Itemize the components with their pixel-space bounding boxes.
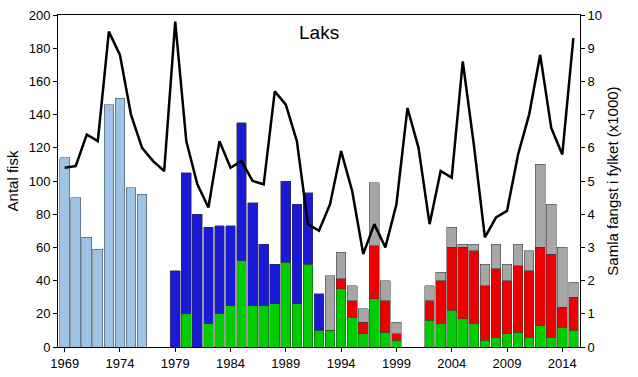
svg-text:Antal fisk: Antal fisk	[4, 150, 21, 211]
svg-text:5: 5	[588, 174, 595, 189]
svg-text:180: 180	[29, 41, 51, 56]
svg-text:8: 8	[588, 74, 595, 89]
svg-text:2014: 2014	[548, 356, 577, 371]
svg-text:140: 140	[29, 107, 51, 122]
svg-text:1999: 1999	[382, 356, 411, 371]
svg-text:60: 60	[36, 240, 50, 255]
svg-text:80: 80	[36, 207, 50, 222]
svg-text:3: 3	[588, 240, 595, 255]
svg-text:2009: 2009	[493, 356, 522, 371]
svg-text:1984: 1984	[216, 356, 245, 371]
svg-text:1994: 1994	[327, 356, 356, 371]
svg-text:200: 200	[29, 8, 51, 23]
svg-text:2004: 2004	[437, 356, 466, 371]
svg-text:2: 2	[588, 273, 595, 288]
svg-text:6: 6	[588, 140, 595, 155]
svg-text:7: 7	[588, 107, 595, 122]
svg-text:1979: 1979	[161, 356, 190, 371]
svg-text:Laks: Laks	[299, 22, 339, 43]
svg-text:10: 10	[588, 8, 602, 23]
svg-text:160: 160	[29, 74, 51, 89]
svg-text:0: 0	[43, 340, 50, 355]
svg-text:9: 9	[588, 41, 595, 56]
svg-text:Samla fangst i fylket (x1000): Samla fangst i fylket (x1000)	[604, 86, 621, 275]
svg-text:1969: 1969	[50, 356, 79, 371]
svg-text:120: 120	[29, 140, 51, 155]
svg-text:20: 20	[36, 306, 50, 321]
svg-text:100: 100	[29, 174, 51, 189]
svg-text:0: 0	[588, 340, 595, 355]
svg-text:1: 1	[588, 306, 595, 321]
svg-text:4: 4	[588, 207, 595, 222]
svg-text:1974: 1974	[105, 356, 134, 371]
svg-text:40: 40	[36, 273, 50, 288]
svg-text:1989: 1989	[271, 356, 300, 371]
